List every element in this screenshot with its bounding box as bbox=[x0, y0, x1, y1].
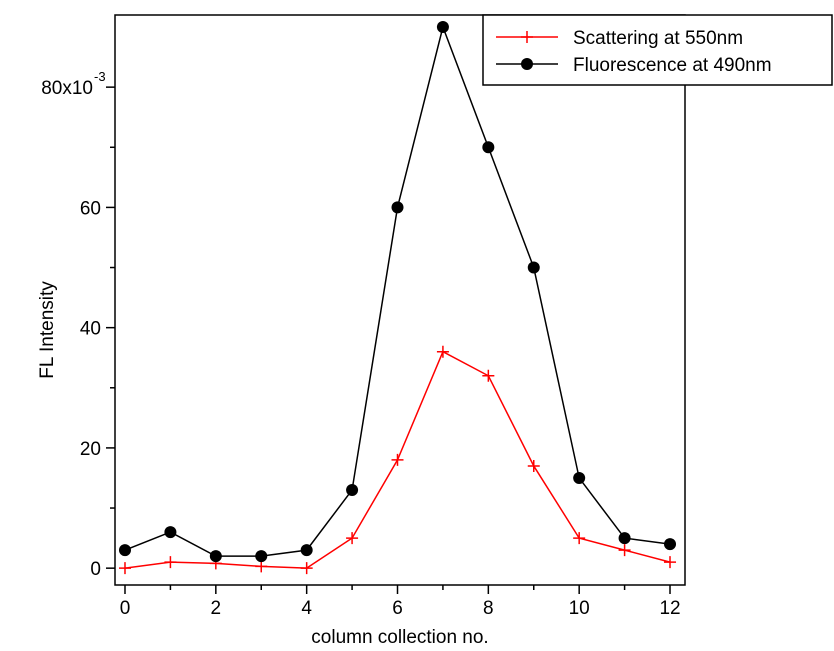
series-line bbox=[124, 24, 671, 557]
point bbox=[482, 141, 495, 154]
point bbox=[164, 526, 177, 539]
point bbox=[573, 471, 586, 484]
point bbox=[573, 532, 586, 545]
point bbox=[255, 550, 268, 563]
point bbox=[346, 484, 359, 496]
legend-marker bbox=[521, 58, 533, 70]
point bbox=[618, 532, 631, 545]
y-tick-label-text: 80x10 bbox=[41, 78, 93, 99]
y-exponent: -3 bbox=[94, 69, 106, 84]
plot-frame bbox=[114, 14, 686, 586]
x-axis-label: column collection no. bbox=[311, 627, 488, 648]
y-tick-label: 20 bbox=[80, 439, 101, 460]
y-tick-label: 60 bbox=[80, 198, 101, 219]
point bbox=[527, 459, 540, 472]
point bbox=[118, 562, 131, 575]
x-tick-label: 12 bbox=[659, 598, 680, 619]
y-axis-label: FL Intensity bbox=[37, 281, 58, 379]
point bbox=[391, 201, 404, 214]
point bbox=[618, 544, 631, 557]
x-tick-label: 0 bbox=[120, 598, 131, 619]
legend-box bbox=[482, 14, 833, 86]
x-tick-label: 4 bbox=[301, 598, 312, 619]
point bbox=[527, 261, 540, 274]
point bbox=[436, 345, 449, 358]
point bbox=[436, 21, 449, 34]
x-tick-label: 10 bbox=[569, 598, 590, 619]
point bbox=[118, 544, 131, 557]
x-tick-label: 6 bbox=[392, 598, 403, 619]
x-tick-label: 2 bbox=[211, 598, 222, 619]
point bbox=[391, 453, 404, 466]
point bbox=[482, 369, 495, 382]
point bbox=[255, 560, 268, 573]
point bbox=[346, 532, 359, 545]
point bbox=[664, 556, 677, 569]
point bbox=[209, 550, 222, 563]
point bbox=[164, 556, 177, 569]
y-tick-label: 80x10 bbox=[41, 78, 93, 99]
y-tick-label: 0 bbox=[90, 559, 101, 580]
legend-label: Scattering at 550nm bbox=[573, 28, 743, 49]
point bbox=[664, 538, 677, 551]
point bbox=[300, 562, 313, 575]
y-tick-label: 40 bbox=[80, 319, 101, 340]
legend-marker bbox=[521, 31, 533, 43]
legend-label: Fluorescence at 490nm bbox=[573, 55, 772, 76]
x-tick-label: 8 bbox=[483, 598, 494, 619]
point bbox=[300, 544, 313, 557]
